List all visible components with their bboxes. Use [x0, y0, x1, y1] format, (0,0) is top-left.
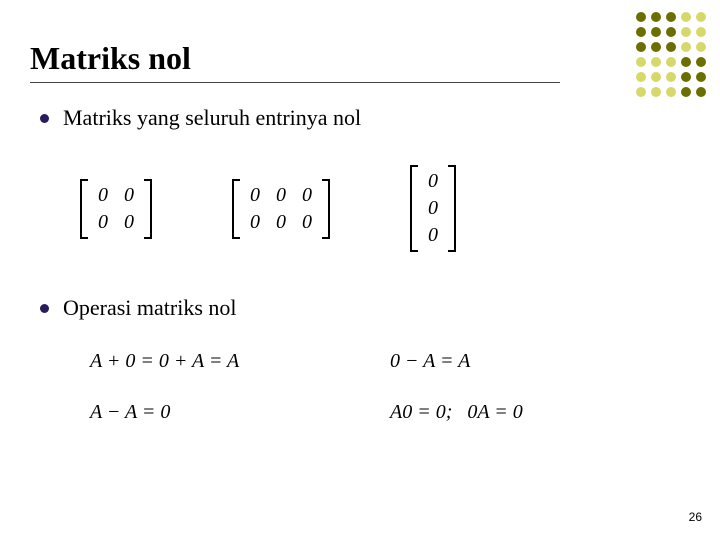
matrix-cell: 0	[98, 183, 108, 208]
page-number: 26	[689, 510, 702, 524]
matrix-cell: 0	[124, 210, 134, 235]
bullet-item: Operasi matriks nol	[40, 295, 237, 321]
equation: A + 0 = 0 + A = A	[90, 350, 370, 373]
matrix-cell: 0	[428, 223, 438, 248]
slide-title: Matriks nol	[30, 40, 191, 77]
matrix-cell: 0	[428, 196, 438, 221]
matrix-cell: 0	[428, 169, 438, 194]
corner-decoration	[636, 12, 708, 99]
matrix-cell: 0	[302, 183, 312, 208]
matrix: 0000	[80, 179, 152, 239]
matrix: 000000	[232, 179, 330, 239]
equations-grid: A + 0 = 0 + A = A 0 − A = A A − A = 0 A0…	[90, 350, 523, 424]
bullet-icon	[40, 114, 49, 123]
equation: 0 − A = A	[390, 350, 523, 373]
title-underline	[30, 82, 560, 83]
bullet-text: Operasi matriks nol	[63, 295, 237, 321]
matrix-cell: 0	[250, 210, 260, 235]
matrix-examples: 0000000000000	[80, 165, 456, 252]
bullet-icon	[40, 304, 49, 313]
bullet-text: Matriks yang seluruh entrinya nol	[63, 105, 361, 131]
equation: A0 = 0; 0A = 0	[390, 401, 523, 424]
bullet-item: Matriks yang seluruh entrinya nol	[40, 105, 361, 131]
matrix-cell: 0	[276, 183, 286, 208]
matrix-cell: 0	[124, 183, 134, 208]
matrix: 000	[410, 165, 456, 252]
matrix-cell: 0	[250, 183, 260, 208]
matrix-cell: 0	[302, 210, 312, 235]
matrix-cell: 0	[98, 210, 108, 235]
matrix-cell: 0	[276, 210, 286, 235]
equation: A − A = 0	[90, 401, 370, 424]
